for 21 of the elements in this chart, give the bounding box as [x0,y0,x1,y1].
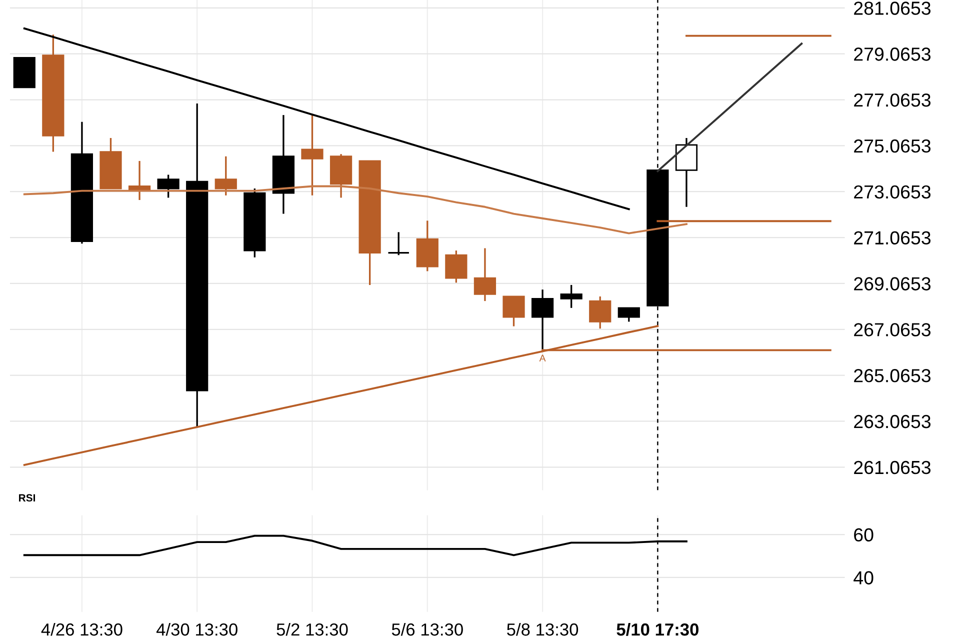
y-tick-label: 263.0653 [854,414,931,428]
y-tick-label: 279.0653 [854,48,931,61]
x-tick-label: 4/30 13:30 [156,622,238,636]
y-tick-label: 261.0653 [854,460,931,474]
y-tick-label: 269.0653 [854,277,931,290]
y-tick-label: 273.0653 [854,185,931,199]
annotation: A [539,354,546,362]
y-tick-label: 60 [854,528,874,542]
y-tick-label: 40 [854,571,874,584]
y-tick-label: 277.0653 [854,93,931,107]
x-tick-label: 5/2 13:30 [276,622,348,636]
y-tick-label: 267.0653 [854,323,931,336]
x-tick-label: 5/6 13:30 [392,622,463,636]
y-tick-label: 265.0653 [854,369,931,382]
chart-title: RSI [19,494,35,502]
x-tick-label: 4/26 13:30 [41,622,122,636]
y-tick-label: 271.0653 [854,231,931,245]
y-tick-label: 281.0653 [854,2,931,15]
x-tick-label: 5/10 17:30 [616,622,698,636]
x-tick-label: 5/8 13:30 [507,622,578,636]
y-tick-label: 275.0653 [854,139,931,153]
